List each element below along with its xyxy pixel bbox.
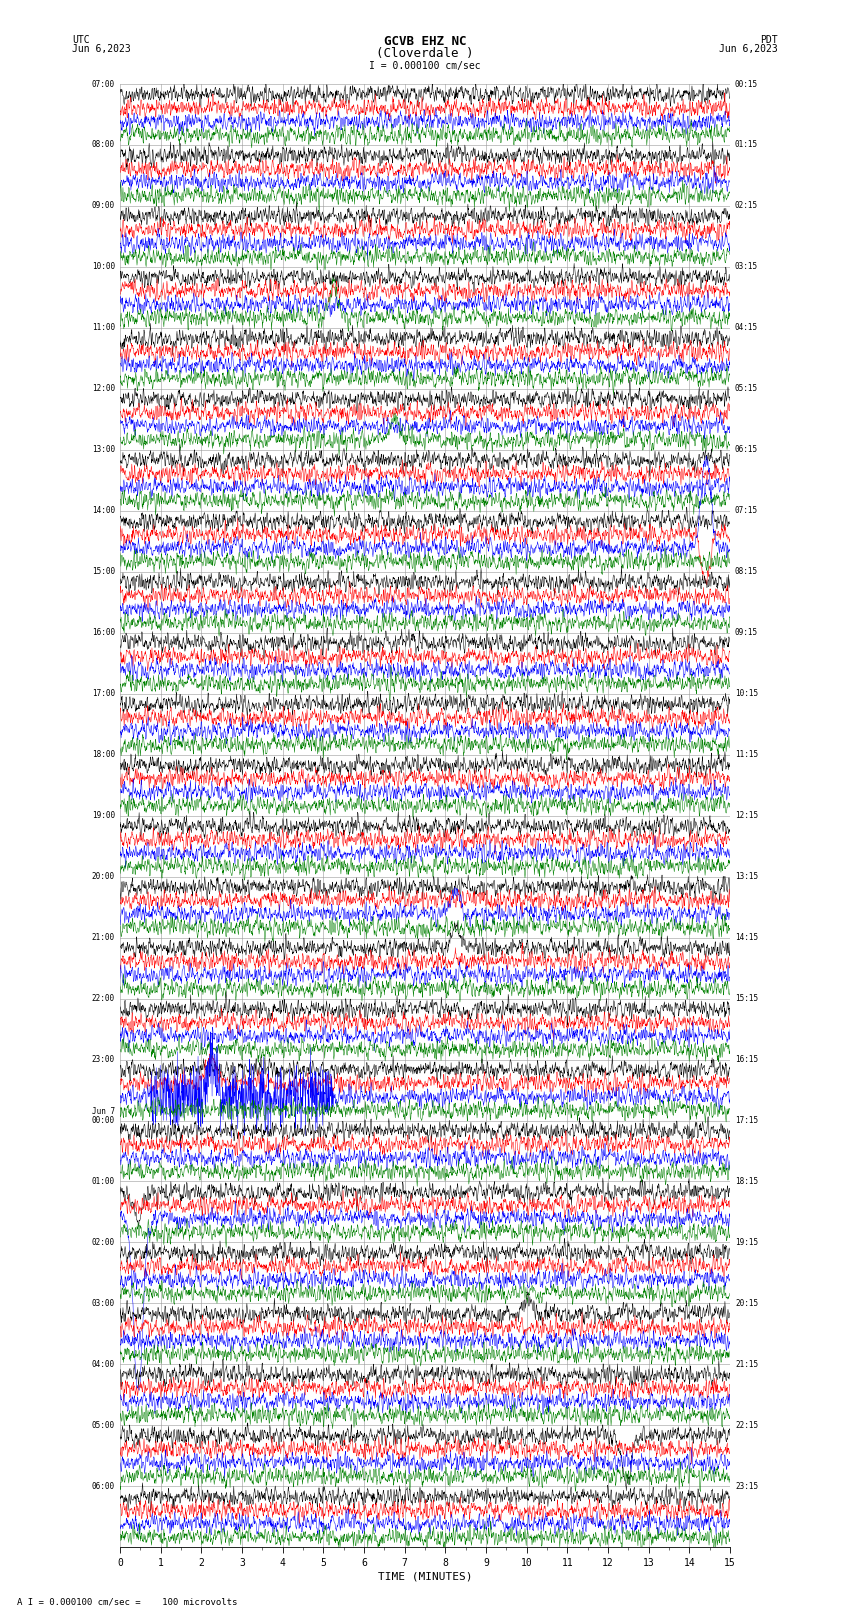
Text: PDT: PDT bbox=[760, 35, 778, 45]
Text: 22:15: 22:15 bbox=[735, 1421, 758, 1429]
Text: 07:15: 07:15 bbox=[735, 506, 758, 515]
Text: 14:15: 14:15 bbox=[735, 932, 758, 942]
Text: Jun 6,2023: Jun 6,2023 bbox=[719, 44, 778, 53]
Text: 17:00: 17:00 bbox=[92, 689, 115, 698]
Text: 22:00: 22:00 bbox=[92, 994, 115, 1003]
Text: Jun 7: Jun 7 bbox=[92, 1107, 115, 1116]
Text: 02:00: 02:00 bbox=[92, 1237, 115, 1247]
Text: UTC: UTC bbox=[72, 35, 90, 45]
Text: 16:15: 16:15 bbox=[735, 1055, 758, 1065]
Text: 13:15: 13:15 bbox=[735, 873, 758, 881]
Text: 09:15: 09:15 bbox=[735, 627, 758, 637]
Text: 06:00: 06:00 bbox=[92, 1482, 115, 1490]
Text: 03:00: 03:00 bbox=[92, 1298, 115, 1308]
Text: 15:00: 15:00 bbox=[92, 568, 115, 576]
Text: 23:00: 23:00 bbox=[92, 1055, 115, 1065]
Text: A I = 0.000100 cm/sec =    100 microvolts: A I = 0.000100 cm/sec = 100 microvolts bbox=[17, 1597, 237, 1607]
Text: 14:00: 14:00 bbox=[92, 506, 115, 515]
Text: 05:15: 05:15 bbox=[735, 384, 758, 394]
Text: 21:15: 21:15 bbox=[735, 1360, 758, 1369]
Text: 02:15: 02:15 bbox=[735, 202, 758, 210]
Text: 18:15: 18:15 bbox=[735, 1177, 758, 1186]
Text: 05:00: 05:00 bbox=[92, 1421, 115, 1429]
Text: 19:15: 19:15 bbox=[735, 1237, 758, 1247]
Text: 10:15: 10:15 bbox=[735, 689, 758, 698]
Text: 13:00: 13:00 bbox=[92, 445, 115, 455]
Text: 00:00: 00:00 bbox=[92, 1116, 115, 1124]
X-axis label: TIME (MINUTES): TIME (MINUTES) bbox=[377, 1573, 473, 1582]
Text: 16:00: 16:00 bbox=[92, 627, 115, 637]
Text: 01:00: 01:00 bbox=[92, 1177, 115, 1186]
Text: 01:15: 01:15 bbox=[735, 140, 758, 150]
Text: 04:00: 04:00 bbox=[92, 1360, 115, 1369]
Text: 19:00: 19:00 bbox=[92, 811, 115, 819]
Text: 09:00: 09:00 bbox=[92, 202, 115, 210]
Text: 00:15: 00:15 bbox=[735, 79, 758, 89]
Text: 18:00: 18:00 bbox=[92, 750, 115, 760]
Text: (Cloverdale ): (Cloverdale ) bbox=[377, 47, 473, 60]
Text: 12:00: 12:00 bbox=[92, 384, 115, 394]
Text: 17:15: 17:15 bbox=[735, 1116, 758, 1124]
Text: 15:15: 15:15 bbox=[735, 994, 758, 1003]
Text: 08:00: 08:00 bbox=[92, 140, 115, 150]
Text: GCVB EHZ NC: GCVB EHZ NC bbox=[383, 35, 467, 48]
Text: 11:15: 11:15 bbox=[735, 750, 758, 760]
Text: 10:00: 10:00 bbox=[92, 263, 115, 271]
Text: 04:15: 04:15 bbox=[735, 323, 758, 332]
Text: 21:00: 21:00 bbox=[92, 932, 115, 942]
Text: Jun 6,2023: Jun 6,2023 bbox=[72, 44, 131, 53]
Text: 20:15: 20:15 bbox=[735, 1298, 758, 1308]
Text: I = 0.000100 cm/sec: I = 0.000100 cm/sec bbox=[369, 61, 481, 71]
Text: 08:15: 08:15 bbox=[735, 568, 758, 576]
Text: 23:15: 23:15 bbox=[735, 1482, 758, 1490]
Text: 20:00: 20:00 bbox=[92, 873, 115, 881]
Text: 11:00: 11:00 bbox=[92, 323, 115, 332]
Text: 12:15: 12:15 bbox=[735, 811, 758, 819]
Text: 07:00: 07:00 bbox=[92, 79, 115, 89]
Text: 03:15: 03:15 bbox=[735, 263, 758, 271]
Text: 06:15: 06:15 bbox=[735, 445, 758, 455]
